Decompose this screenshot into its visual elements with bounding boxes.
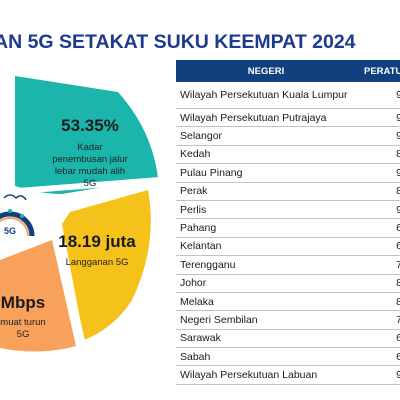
speedometer-icon	[0, 194, 35, 252]
cell-negeri: Kelantan	[176, 237, 356, 257]
page-title: AN 5G SETAKAT SUKU KEEMPAT 2024	[0, 31, 356, 53]
cell-negeri: Negeri Sembilan	[176, 310, 356, 330]
stat-download-speed-value: Mbps	[0, 293, 46, 312]
cell-peratus: 6	[356, 329, 400, 349]
table-row: Wilayah Persekutuan Kuala Lumpur 9	[176, 82, 400, 109]
segment-yellow	[62, 190, 151, 340]
state-table: NEGERI PERATUS Wilayah Persekutuan Kuala…	[176, 60, 400, 385]
cell-peratus: 8	[356, 292, 400, 312]
cell-peratus: 8	[356, 145, 400, 165]
stat-penetration-label-3: lebar mudah alih	[54, 166, 126, 177]
table-row: Pahang 6	[176, 218, 400, 238]
segment-teal	[15, 76, 158, 194]
stat-penetration-value: 53.35%	[61, 116, 119, 135]
cell-peratus: 7	[356, 310, 400, 330]
table-row: Perlis 9	[176, 200, 400, 220]
cell-peratus: 9	[356, 82, 400, 109]
table-row: Sarawak 6	[176, 329, 400, 349]
cell-peratus: 9	[356, 200, 400, 220]
table-header-row: NEGERI PERATUS	[176, 60, 400, 82]
cell-negeri: Johor	[176, 274, 356, 293]
cell-negeri: Terengganu	[176, 255, 356, 275]
table-row: Negeri Sembilan 7	[176, 310, 400, 330]
state-table-wrap: NEGERI PERATUS Wilayah Persekutuan Kuala…	[176, 60, 400, 385]
cell-negeri: Selangor	[176, 126, 356, 146]
stat-penetration-label-4: 5G	[83, 178, 97, 189]
table-row: Wilayah Persekutuan Putrajaya 9	[176, 108, 400, 128]
table-row: Wilayah Persekutuan Labuan 9	[176, 365, 400, 385]
cell-negeri: Kedah	[176, 145, 356, 165]
cell-negeri: Perak	[176, 182, 356, 201]
stat-download-speed-label-2: 5G	[16, 329, 30, 340]
cell-negeri: Wilayah Persekutuan Kuala Lumpur	[176, 82, 356, 109]
table-row: Pulau Pinang 9	[176, 163, 400, 183]
cell-peratus: 7	[356, 255, 400, 275]
cell-peratus: 9	[356, 365, 400, 385]
infographic-panel: 5G 53.35% Kadar penembusan jalur lebar m…	[0, 0, 170, 400]
table-row: Johor 8	[176, 274, 400, 293]
stat-subscriptions: 18.19 juta Langganan 5G	[47, 232, 147, 269]
table-row: Melaka 8	[176, 292, 400, 312]
cell-peratus: 8	[356, 182, 400, 201]
stat-download-speed: Mbps muat turun 5G	[0, 293, 68, 341]
cell-peratus: 9	[356, 126, 400, 146]
stat-penetration: 53.35% Kadar penembusan jalur lebar muda…	[30, 116, 150, 190]
stat-penetration-label-1: Kadar	[77, 142, 103, 153]
stat-download-speed-label-1: muat turun	[0, 317, 46, 328]
cell-peratus: 6	[356, 218, 400, 238]
stat-subscriptions-label: Langganan 5G	[65, 257, 129, 268]
segment-orange	[0, 240, 76, 352]
table-row: Kelantan 6	[176, 237, 400, 257]
stat-penetration-label-2: penembusan jalur	[52, 154, 128, 165]
table-row: Kedah 8	[176, 145, 400, 165]
table-row: Selangor 9	[176, 126, 400, 146]
cell-negeri: Melaka	[176, 292, 356, 312]
table-row: Terengganu 7	[176, 255, 400, 275]
cell-peratus: 6	[356, 237, 400, 257]
column-header-negeri: NEGERI	[176, 60, 356, 82]
column-header-peratus: PERATUS	[356, 60, 400, 82]
infographic-graphic: 5G	[0, 76, 161, 352]
stat-subscriptions-value: 18.19 juta	[58, 232, 136, 251]
cell-negeri: Wilayah Persekutuan Labuan	[176, 365, 356, 385]
cell-peratus: 9	[356, 108, 400, 128]
cell-negeri: Pulau Pinang	[176, 163, 356, 183]
table-body: Wilayah Persekutuan Kuala Lumpur 9 Wilayah…	[176, 82, 400, 385]
badge-text: 5G	[4, 226, 16, 236]
cell-negeri: Sarawak	[176, 329, 356, 349]
cell-negeri: Sabah	[176, 347, 356, 367]
cell-negeri: Pahang	[176, 218, 356, 238]
table-row: Perak 8	[176, 182, 400, 201]
table-row: Sabah 6	[176, 347, 400, 367]
cell-peratus: 8	[356, 274, 400, 293]
cell-peratus: 9	[356, 163, 400, 183]
cell-negeri: Perlis	[176, 200, 356, 220]
cell-peratus: 6	[356, 347, 400, 367]
cell-negeri: Wilayah Persekutuan Putrajaya	[176, 108, 356, 128]
